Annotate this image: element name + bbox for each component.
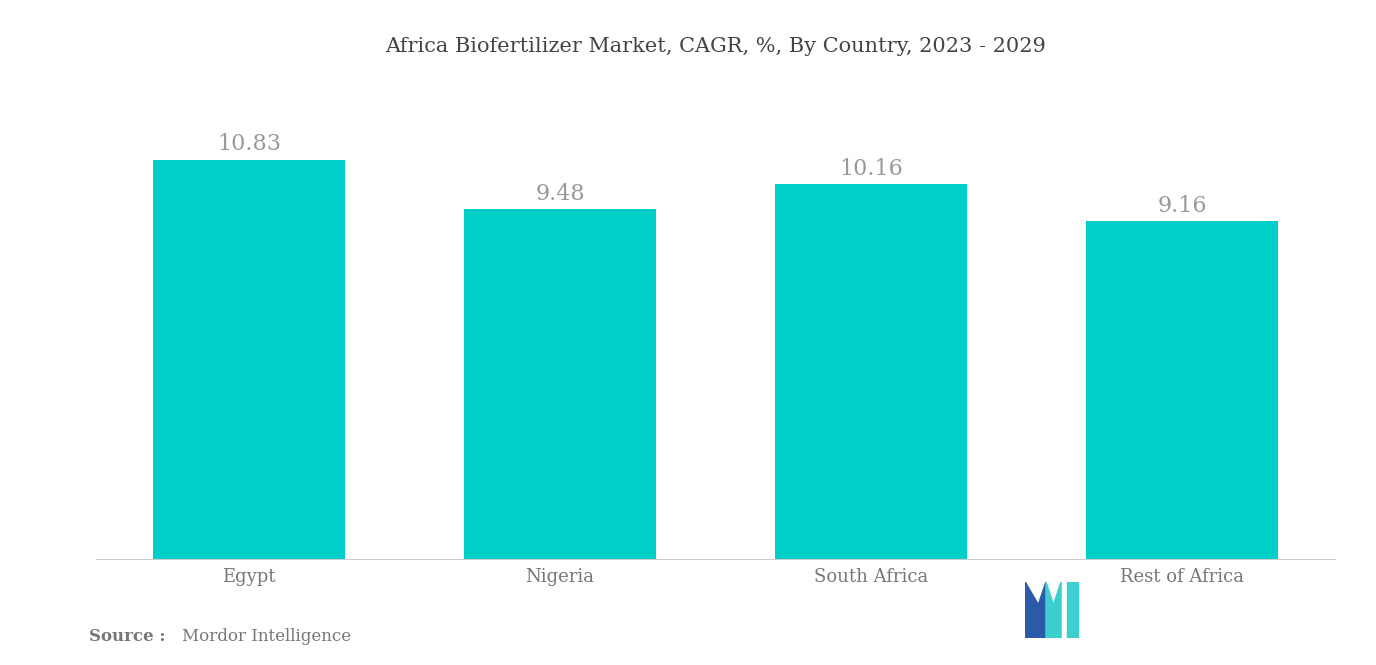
Text: 10.16: 10.16 <box>839 158 903 180</box>
Text: 9.16: 9.16 <box>1157 195 1207 217</box>
Polygon shape <box>1046 582 1054 638</box>
Bar <box>1086 221 1278 559</box>
Bar <box>775 184 967 559</box>
Bar <box>153 160 345 559</box>
Text: 10.83: 10.83 <box>217 133 281 156</box>
Text: Source :: Source : <box>89 628 166 645</box>
Polygon shape <box>1025 582 1039 638</box>
Text: Mordor Intelligence: Mordor Intelligence <box>182 628 351 645</box>
Title: Africa Biofertilizer Market, CAGR, %, By Country, 2023 - 2029: Africa Biofertilizer Market, CAGR, %, By… <box>385 37 1046 56</box>
Bar <box>464 209 656 559</box>
Polygon shape <box>1039 582 1046 638</box>
Text: 9.48: 9.48 <box>535 183 585 205</box>
Polygon shape <box>1054 582 1061 638</box>
Polygon shape <box>1066 582 1079 638</box>
